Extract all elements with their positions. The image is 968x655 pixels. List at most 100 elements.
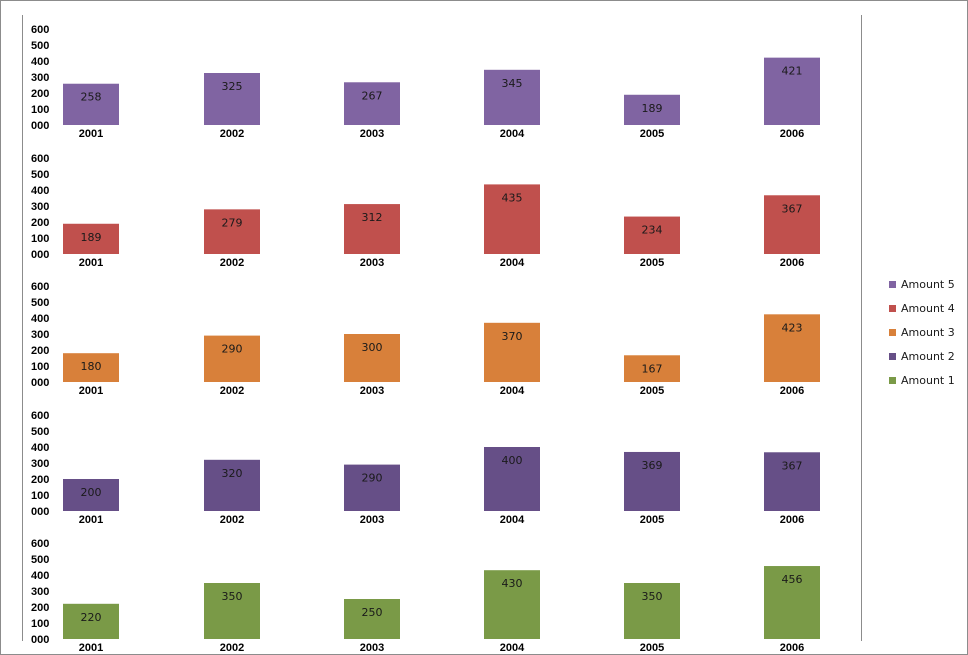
x-category-label: 2003 xyxy=(360,385,384,397)
data-label: 258 xyxy=(81,91,102,104)
x-category-label: 2003 xyxy=(360,514,384,526)
panel-amount-4: 000 100 200 300 400 500 600 189 2001 279 2002 312 20… xyxy=(31,153,820,269)
legend: Amount 5 Amount 4 Amount 3 Amount 2 Amount 1 xyxy=(889,272,955,392)
bar xyxy=(204,209,260,254)
y-tick-label: 100 xyxy=(31,233,49,245)
legend-swatch xyxy=(889,376,896,384)
x-category-label: 2002 xyxy=(220,257,244,269)
bar xyxy=(204,73,260,125)
x-category-label: 2002 xyxy=(220,128,244,140)
x-category-label: 2002 xyxy=(220,642,244,654)
y-tick-label: 600 xyxy=(31,24,49,36)
x-category-label: 2004 xyxy=(500,385,525,397)
y-tick-label: 400 xyxy=(31,442,49,454)
panel-amount-5: 000 100 200 300 400 500 600 258 2001 325 2002 267 20… xyxy=(31,24,820,140)
y-tick-label: 300 xyxy=(31,458,49,470)
bar xyxy=(344,334,400,382)
legend-label: Amount 2 xyxy=(901,349,955,363)
bar xyxy=(204,583,260,639)
bar xyxy=(204,335,260,382)
x-category-label: 2001 xyxy=(79,514,103,526)
data-label: 370 xyxy=(502,330,523,343)
x-category-label: 2003 xyxy=(360,257,384,269)
bar xyxy=(624,451,680,511)
y-tick-label: 500 xyxy=(31,554,49,566)
y-tick-label: 400 xyxy=(31,56,49,68)
y-tick-label: 600 xyxy=(31,281,49,293)
y-tick-label: 200 xyxy=(31,602,49,614)
data-label: 325 xyxy=(222,80,243,93)
bar xyxy=(764,314,820,382)
y-tick-label: 200 xyxy=(31,474,49,486)
y-tick-label: 000 xyxy=(31,120,49,132)
y-tick-label: 100 xyxy=(31,104,49,116)
data-label: 189 xyxy=(642,102,663,115)
x-category-label: 2006 xyxy=(780,257,804,269)
bar xyxy=(624,583,680,639)
bar xyxy=(344,82,400,125)
panel-amount-1: 000 100 200 300 400 500 600 220 2001 350 2002 250 20… xyxy=(31,538,820,654)
data-label: 435 xyxy=(502,191,523,204)
x-category-label: 2005 xyxy=(640,514,664,526)
x-category-label: 2005 xyxy=(640,257,664,269)
x-category-label: 2005 xyxy=(640,128,664,140)
data-label: 279 xyxy=(222,216,243,229)
bar xyxy=(764,452,820,511)
data-label: 369 xyxy=(642,459,663,472)
bar xyxy=(484,322,540,382)
x-category-label: 2001 xyxy=(79,642,103,654)
bar xyxy=(624,355,680,382)
x-category-label: 2001 xyxy=(79,128,103,140)
y-tick-label: 600 xyxy=(31,153,49,165)
data-label: 200 xyxy=(81,486,102,499)
y-tick-label: 300 xyxy=(31,586,49,598)
x-category-label: 2004 xyxy=(500,257,525,269)
y-tick-label: 500 xyxy=(31,297,49,309)
y-tick-label: 000 xyxy=(31,506,49,518)
bar xyxy=(344,464,400,511)
x-category-label: 2004 xyxy=(500,642,525,654)
x-category-label: 2005 xyxy=(640,385,664,397)
legend-item: Amount 5 xyxy=(889,272,955,296)
bar xyxy=(764,566,820,639)
x-category-label: 2002 xyxy=(220,385,244,397)
data-label: 290 xyxy=(362,472,383,485)
data-label: 421 xyxy=(782,65,803,78)
x-category-label: 2004 xyxy=(500,514,525,526)
y-tick-label: 200 xyxy=(31,88,49,100)
data-label: 234 xyxy=(642,224,663,237)
y-tick-label: 100 xyxy=(31,361,49,373)
bar xyxy=(484,447,540,511)
data-label: 267 xyxy=(362,89,383,102)
x-category-label: 2003 xyxy=(360,642,384,654)
bar xyxy=(63,223,119,254)
y-tick-label: 200 xyxy=(31,217,49,229)
legend-item: Amount 2 xyxy=(889,344,955,368)
y-tick-label: 600 xyxy=(31,410,49,422)
data-label: 367 xyxy=(782,459,803,472)
bar xyxy=(624,94,680,125)
legend-label: Amount 3 xyxy=(901,325,955,339)
bar xyxy=(344,204,400,254)
x-category-label: 2006 xyxy=(780,128,804,140)
bar xyxy=(63,603,119,639)
legend-label: Amount 1 xyxy=(901,373,955,387)
bar xyxy=(204,459,260,511)
x-category-label: 2006 xyxy=(780,642,804,654)
y-tick-label: 200 xyxy=(31,345,49,357)
data-label: 320 xyxy=(222,467,243,480)
panel-amount-2: 000 100 200 300 400 500 600 200 2001 320 2002 290 20… xyxy=(31,410,820,526)
bar xyxy=(764,195,820,254)
y-tick-label: 000 xyxy=(31,634,49,646)
data-label: 350 xyxy=(222,590,243,603)
bar xyxy=(484,69,540,125)
bar xyxy=(344,599,400,639)
data-label: 312 xyxy=(362,211,383,224)
data-label: 180 xyxy=(81,360,102,373)
bar xyxy=(624,216,680,254)
y-tick-label: 100 xyxy=(31,618,49,630)
bar xyxy=(63,353,119,382)
legend-item: Amount 3 xyxy=(889,320,955,344)
data-label: 456 xyxy=(782,573,803,586)
